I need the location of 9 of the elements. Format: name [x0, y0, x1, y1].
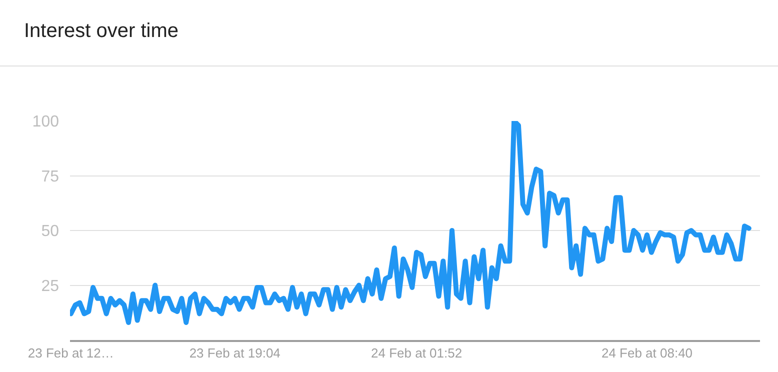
x-tick-label: 23 Feb at 12… [28, 345, 114, 360]
x-tick-label: 24 Feb at 01:52 [371, 345, 462, 360]
y-tick-label: 50 [41, 223, 60, 240]
x-tick-label: 23 Feb at 19:04 [189, 345, 280, 360]
y-tick-label: 75 [41, 168, 60, 186]
y-tick-label: 100 [32, 114, 60, 131]
x-tick-label: 24 Feb at 08:40 [601, 345, 693, 360]
chart-title: Interest over time [24, 20, 179, 42]
y-tick-label: 25 [41, 278, 60, 295]
